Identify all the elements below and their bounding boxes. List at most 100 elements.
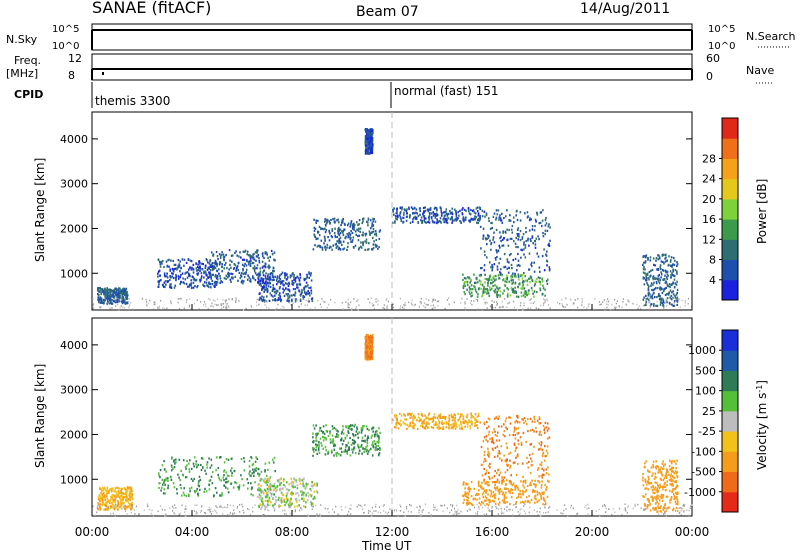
scatter-cell	[502, 244, 505, 247]
scatter-cell	[311, 502, 313, 505]
scatter-cell	[368, 146, 371, 149]
scatter-cell	[499, 257, 502, 260]
scatter-cell	[347, 242, 349, 245]
scatter-cell	[524, 295, 526, 298]
scatter-cell	[334, 436, 337, 439]
scatter-cell	[265, 272, 267, 275]
scatter-cell	[315, 490, 318, 493]
scatter-cell	[470, 495, 473, 498]
scatter-cell	[303, 277, 305, 280]
ground-scatter-cell	[498, 306, 500, 309]
scatter-cell	[536, 278, 538, 281]
scatter-cell	[514, 421, 516, 424]
scatter-cell	[248, 263, 250, 266]
scatter-cell	[534, 420, 536, 423]
scatter-cell	[258, 257, 260, 260]
scatter-cell	[668, 263, 670, 266]
scatter-cell	[223, 277, 226, 280]
scatter-cell	[412, 426, 414, 429]
scatter-cell	[338, 238, 341, 241]
scatter-cell	[259, 267, 262, 270]
scatter-cell	[421, 414, 424, 417]
ground-scatter-cell	[419, 300, 421, 303]
scatter-cell	[644, 260, 647, 263]
scatter-cell	[221, 251, 223, 254]
scatter-cell	[220, 254, 223, 257]
scatter-cell	[253, 277, 255, 280]
scatter-cell	[315, 221, 317, 224]
scatter-cell	[315, 424, 317, 427]
scatter-cell	[518, 235, 520, 238]
scatter-cell	[122, 502, 124, 505]
scatter-cell	[228, 272, 231, 275]
ground-scatter-cell	[266, 306, 268, 309]
scatter-cell	[301, 490, 303, 493]
scatter-cell	[544, 445, 546, 448]
scatter-cell	[370, 447, 372, 450]
scatter-cell	[227, 458, 230, 461]
scatter-cell	[363, 425, 365, 428]
scatter-cell	[346, 434, 348, 437]
scatter-cell	[671, 272, 673, 275]
scatter-cell	[280, 298, 283, 301]
scatter-cell	[483, 264, 486, 267]
scatter-cell	[302, 498, 305, 502]
scatter-cell	[336, 451, 339, 454]
scatter-cell	[543, 427, 546, 430]
scatter-cell	[214, 284, 217, 287]
scatter-cell	[157, 275, 159, 278]
scatter-cell	[530, 239, 532, 243]
scatter-cell	[338, 228, 341, 231]
scatter-cell	[365, 138, 368, 142]
ground-scatter-cell	[423, 302, 426, 304]
ground-scatter-cell	[411, 299, 413, 302]
scatter-cell	[100, 297, 103, 300]
scatter-cell	[547, 479, 549, 482]
scatter-cell	[336, 245, 339, 248]
scatter-cell	[293, 276, 295, 279]
scatter-cell	[319, 227, 322, 230]
scatter-cell	[370, 151, 373, 154]
scatter-cell	[216, 491, 218, 494]
scatter-cell	[539, 289, 542, 292]
scatter-cell	[246, 478, 249, 481]
scatter-cell	[372, 446, 375, 449]
scatter-cell	[280, 273, 283, 276]
scatter-cell	[356, 432, 359, 435]
scatter-cell	[359, 230, 362, 233]
scatter-cell	[529, 443, 532, 446]
scatter-cell	[295, 501, 298, 504]
scatter-cell	[468, 289, 471, 292]
scatter-cell	[197, 265, 199, 269]
ground-scatter-cell	[492, 306, 494, 309]
scatter-cell	[339, 447, 341, 450]
scatter-cell	[365, 141, 368, 144]
scatter-cell	[111, 302, 113, 305]
scatter-cell	[440, 214, 443, 217]
scatter-cell	[522, 475, 524, 478]
scatter-cell	[494, 486, 496, 489]
scatter-cell	[259, 279, 262, 282]
scatter-cell	[311, 485, 314, 488]
scatter-cell	[652, 257, 655, 260]
scatter-cell	[396, 207, 398, 211]
scatter-cell	[450, 217, 453, 220]
scatter-cell	[286, 481, 288, 484]
ground-scatter-cell	[470, 300, 472, 302]
ground-scatter-cell	[586, 307, 588, 310]
scatter-cell	[177, 277, 180, 280]
scatter-cell	[652, 275, 655, 278]
ground-scatter-cell	[473, 300, 475, 302]
scatter-cell	[279, 483, 281, 486]
scatter-cell	[542, 493, 544, 496]
scatter-cell	[447, 422, 450, 425]
scatter-cell	[514, 437, 517, 440]
scatter-cell	[117, 495, 120, 498]
scatter-cell	[249, 470, 251, 473]
scatter-cell	[325, 229, 328, 232]
scatter-cell	[183, 494, 186, 497]
scatter-cell	[283, 500, 286, 503]
scatter-cell	[403, 211, 405, 214]
scatter-cell	[488, 476, 491, 479]
scatter-cell	[517, 238, 519, 241]
